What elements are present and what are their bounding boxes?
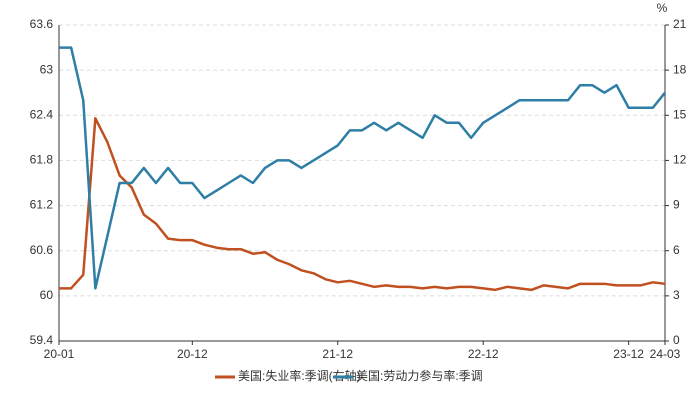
y2-unit: %: [657, 1, 668, 15]
x-tick-label: 22-12: [468, 347, 499, 361]
y2-tick-label: 9: [673, 198, 680, 212]
legend-label: 美国:失业率:季调(右轴): [238, 368, 361, 383]
y-tick-label: 61.8: [30, 153, 54, 167]
y2-tick-label: 6: [673, 243, 680, 257]
x-tick-label: 24-03: [650, 347, 681, 361]
y-tick-label: 63: [40, 62, 54, 76]
y2-tick-label: 18: [673, 62, 687, 76]
x-tick-label: 20-01: [44, 347, 75, 361]
y-tick-label: 60: [40, 288, 54, 302]
y2-tick-label: 3: [673, 288, 680, 302]
x-tick-label: 23-12: [613, 347, 644, 361]
y-tick-label: 63.6: [30, 17, 54, 31]
y-tick-label: 60.6: [30, 243, 54, 257]
y2-tick-label: 12: [673, 153, 687, 167]
series-line: [59, 117, 666, 292]
y2-tick-label: 21: [673, 17, 687, 31]
x-tick-label: 21-12: [322, 347, 353, 361]
y-tick-label: 62.4: [30, 107, 54, 121]
y-tick-label: 59.4: [30, 333, 54, 347]
y2-tick-label: 0: [673, 333, 680, 347]
legend-label: 美国:劳动力参与率:季调: [356, 368, 483, 383]
y2-tick-label: 15: [673, 107, 687, 121]
series-line: [59, 46, 666, 290]
x-tick-label: 20-12: [177, 347, 208, 361]
y-tick-label: 61.2: [30, 198, 54, 212]
